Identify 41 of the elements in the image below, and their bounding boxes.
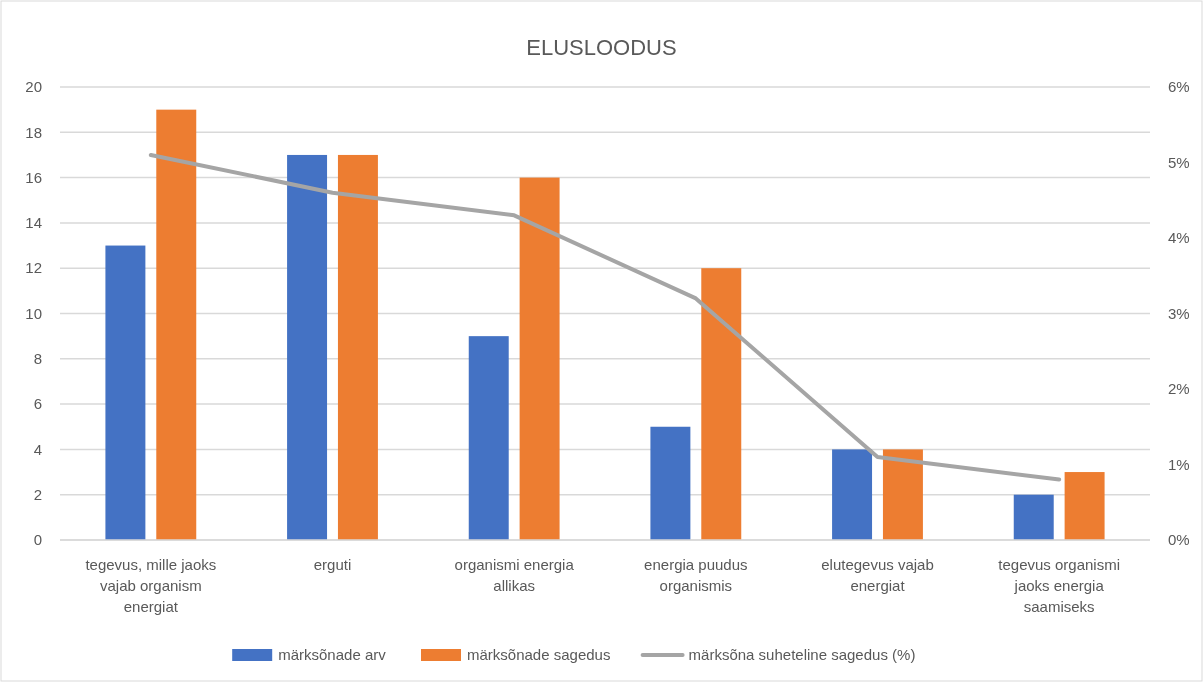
bar: [701, 268, 742, 540]
x-tick-label: tegevus organismi jaoks energia saamiseks: [998, 556, 1121, 615]
y2-tick-label: 2%: [1168, 380, 1190, 398]
y2-tick-label: 3%: [1168, 304, 1190, 322]
line-series: [148, 152, 1062, 482]
chart-title: ELUSLOODUS: [526, 35, 677, 60]
y-tick-label: 2: [33, 485, 42, 503]
bar: [1013, 494, 1054, 540]
y2-tick-label: 6%: [1168, 78, 1190, 96]
bar: [832, 449, 873, 540]
x-tick-label: erguti: [313, 556, 352, 573]
bar: [105, 245, 146, 540]
y-tick-label: 10: [25, 304, 42, 322]
y-tick-label: 4: [33, 440, 42, 458]
y-tick-label: 12: [25, 259, 42, 277]
y2-tick-label: 4%: [1168, 229, 1190, 247]
bar: [882, 449, 923, 540]
bar: [287, 154, 328, 540]
bar: [156, 109, 197, 540]
legend-label: märksõna suheteline sagedus (%): [688, 646, 916, 664]
x-tick-label: energia puudus organismis: [644, 556, 748, 594]
bar: [519, 177, 560, 540]
legend-label: märksõnade sagedus: [467, 646, 611, 664]
y-tick-label: 14: [25, 214, 42, 232]
y-tick-label: 6: [33, 395, 42, 413]
bar: [468, 336, 509, 540]
y2-tick-label: 1%: [1168, 455, 1190, 473]
legend-label: märksõnade arv: [278, 646, 387, 664]
bar: [650, 426, 691, 540]
y-tick-label: 0: [33, 531, 42, 549]
x-tick-label: organismi energia allikas: [454, 556, 575, 594]
y2-tick-label: 5%: [1168, 153, 1190, 171]
y-tick-label: 8: [33, 350, 42, 368]
y-tick-label: 18: [25, 123, 42, 141]
x-tick-label: elutegevus vajab energiat: [821, 556, 934, 594]
y-tick-label: 16: [25, 168, 42, 186]
bar: [1064, 472, 1105, 540]
y-tick-label: 20: [25, 78, 42, 96]
bar: [337, 154, 378, 540]
y2-tick-label: 0%: [1168, 531, 1190, 549]
x-tick-label: tegevus, mille jaoks vajab organism energiat: [85, 556, 217, 615]
